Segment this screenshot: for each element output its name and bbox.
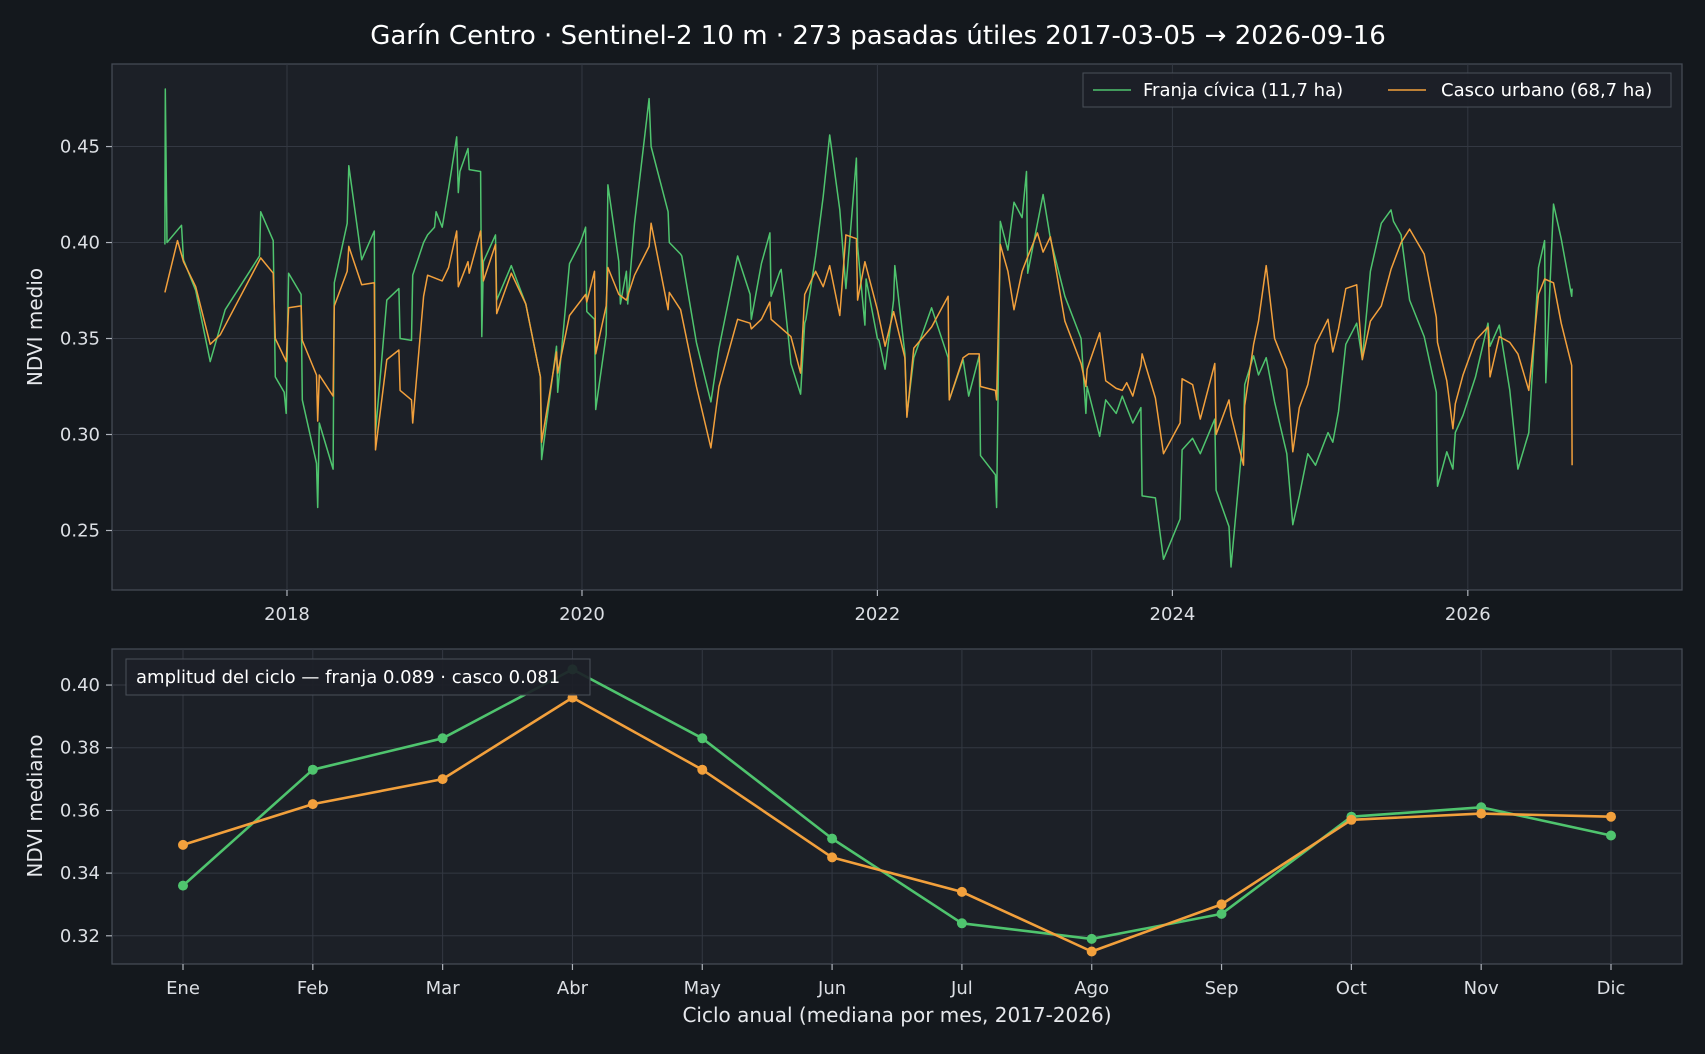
month-tick-label: Nov bbox=[1464, 978, 1499, 999]
y-tick-label: 0.32 bbox=[60, 926, 100, 947]
timeseries-legend: Franja cívica (11,7 ha) Casco urbano (68… bbox=[1082, 72, 1672, 108]
cycle-point-casco-Ene bbox=[178, 839, 188, 850]
cycle-point-franja-Mar bbox=[437, 733, 448, 744]
month-tick-label: Ene bbox=[166, 978, 200, 999]
cycle-line-casco bbox=[182, 696, 1612, 953]
cycle-point-casco-Dic bbox=[1606, 811, 1616, 822]
y-tick-label: 0.45 bbox=[60, 137, 100, 158]
cycle-point-casco-Oct bbox=[1346, 814, 1357, 825]
month-tick-label: Jul bbox=[950, 978, 973, 999]
timeseries-lines bbox=[164, 88, 1573, 568]
timeseries-panel: 2018 2020 2022 2024 2026 0.25 0.30 0.35 0.40 0.45… bbox=[23, 63, 1683, 625]
x-tick-label: 2024 bbox=[1150, 604, 1196, 625]
month-tick-label: Feb bbox=[297, 978, 329, 999]
cycle-line-franja bbox=[182, 668, 1612, 941]
annotation-box bbox=[125, 658, 591, 696]
annual-cycle-lines bbox=[178, 664, 1616, 957]
annual-cycle-y-label: NDVI mediano bbox=[23, 734, 47, 877]
chart-title: Garín Centro · Sentinel-2 10 m · 273 pas… bbox=[370, 21, 1386, 51]
y-tick-label: 0.25 bbox=[60, 520, 100, 541]
timeseries-grid bbox=[112, 64, 1682, 590]
cycle-point-casco-Feb bbox=[307, 799, 318, 810]
y-tick-label: 0.34 bbox=[60, 863, 100, 884]
legend-label-casco: Casco urbano (68,7 ha) bbox=[1441, 80, 1652, 101]
annual-cycle-ticks: Ene Feb Mar Abr May Jun Jul Ago Sep Oct Nov Dic 0.32… bbox=[60, 675, 1625, 999]
amplitude-annotation: amplitud del ciclo — franja 0.089 · casc… bbox=[125, 658, 591, 696]
cycle-point-franja-Ago bbox=[1086, 933, 1097, 944]
x-tick-label: 2018 bbox=[264, 604, 310, 625]
series-line-franja bbox=[164, 88, 1573, 568]
month-tick-label: Abr bbox=[557, 978, 589, 999]
annual-cycle-x-label: Ciclo anual (mediana por mes, 2017-2026) bbox=[682, 1003, 1111, 1027]
month-tick-label: Oct bbox=[1336, 978, 1367, 999]
x-tick-label: 2022 bbox=[854, 604, 900, 625]
cycle-point-franja-Ene bbox=[178, 880, 188, 891]
cycle-point-casco-May bbox=[697, 764, 708, 775]
y-tick-label: 0.30 bbox=[60, 425, 100, 446]
y-tick-label: 0.35 bbox=[60, 329, 100, 350]
month-tick-label: Dic bbox=[1597, 978, 1626, 999]
timeseries-ticks: 2018 2020 2022 2024 2026 0.25 0.30 0.35 0.40 0.45 bbox=[60, 137, 1491, 625]
cycle-point-casco-Mar bbox=[437, 774, 448, 785]
cycle-point-casco-Jul bbox=[956, 886, 967, 897]
cycle-point-casco-Sep bbox=[1216, 899, 1227, 910]
annual-cycle-panel: Ene Feb Mar Abr May Jun Jul Ago Sep Oct Nov Dic 0.32… bbox=[23, 648, 1683, 1027]
annual-cycle-axes bbox=[111, 648, 1683, 965]
y-tick-label: 0.40 bbox=[60, 675, 100, 696]
cycle-point-franja-Dic bbox=[1606, 830, 1616, 841]
series-line-casco bbox=[164, 222, 1573, 466]
timeseries-y-label: NDVI medio bbox=[23, 268, 47, 386]
month-tick-label: Sep bbox=[1205, 978, 1239, 999]
month-tick-label: Jun bbox=[817, 978, 846, 999]
x-tick-label: 2020 bbox=[559, 604, 605, 625]
legend-label-franja: Franja cívica (11,7 ha) bbox=[1143, 80, 1343, 101]
cycle-point-franja-May bbox=[697, 733, 708, 744]
cycle-point-franja-Feb bbox=[307, 764, 318, 775]
y-tick-label: 0.38 bbox=[60, 738, 100, 759]
cycle-point-casco-Ago bbox=[1086, 946, 1097, 957]
y-tick-label: 0.36 bbox=[60, 800, 100, 821]
x-tick-label: 2026 bbox=[1445, 604, 1491, 625]
cycle-point-casco-Jun bbox=[827, 852, 838, 863]
annual-cycle-grid bbox=[112, 649, 1682, 964]
month-tick-label: May bbox=[684, 978, 722, 999]
annotation-text: amplitud del ciclo — franja 0.089 · casc… bbox=[136, 667, 560, 688]
cycle-point-franja-Sep bbox=[1216, 908, 1227, 919]
legend-box bbox=[1082, 72, 1672, 108]
cycle-point-casco-Nov bbox=[1476, 808, 1487, 819]
y-tick-label: 0.40 bbox=[60, 233, 100, 254]
month-tick-label: Mar bbox=[426, 978, 461, 999]
month-tick-label: Ago bbox=[1074, 978, 1109, 999]
cycle-point-franja-Jul bbox=[956, 918, 967, 929]
cycle-point-franja-Jun bbox=[827, 833, 838, 844]
